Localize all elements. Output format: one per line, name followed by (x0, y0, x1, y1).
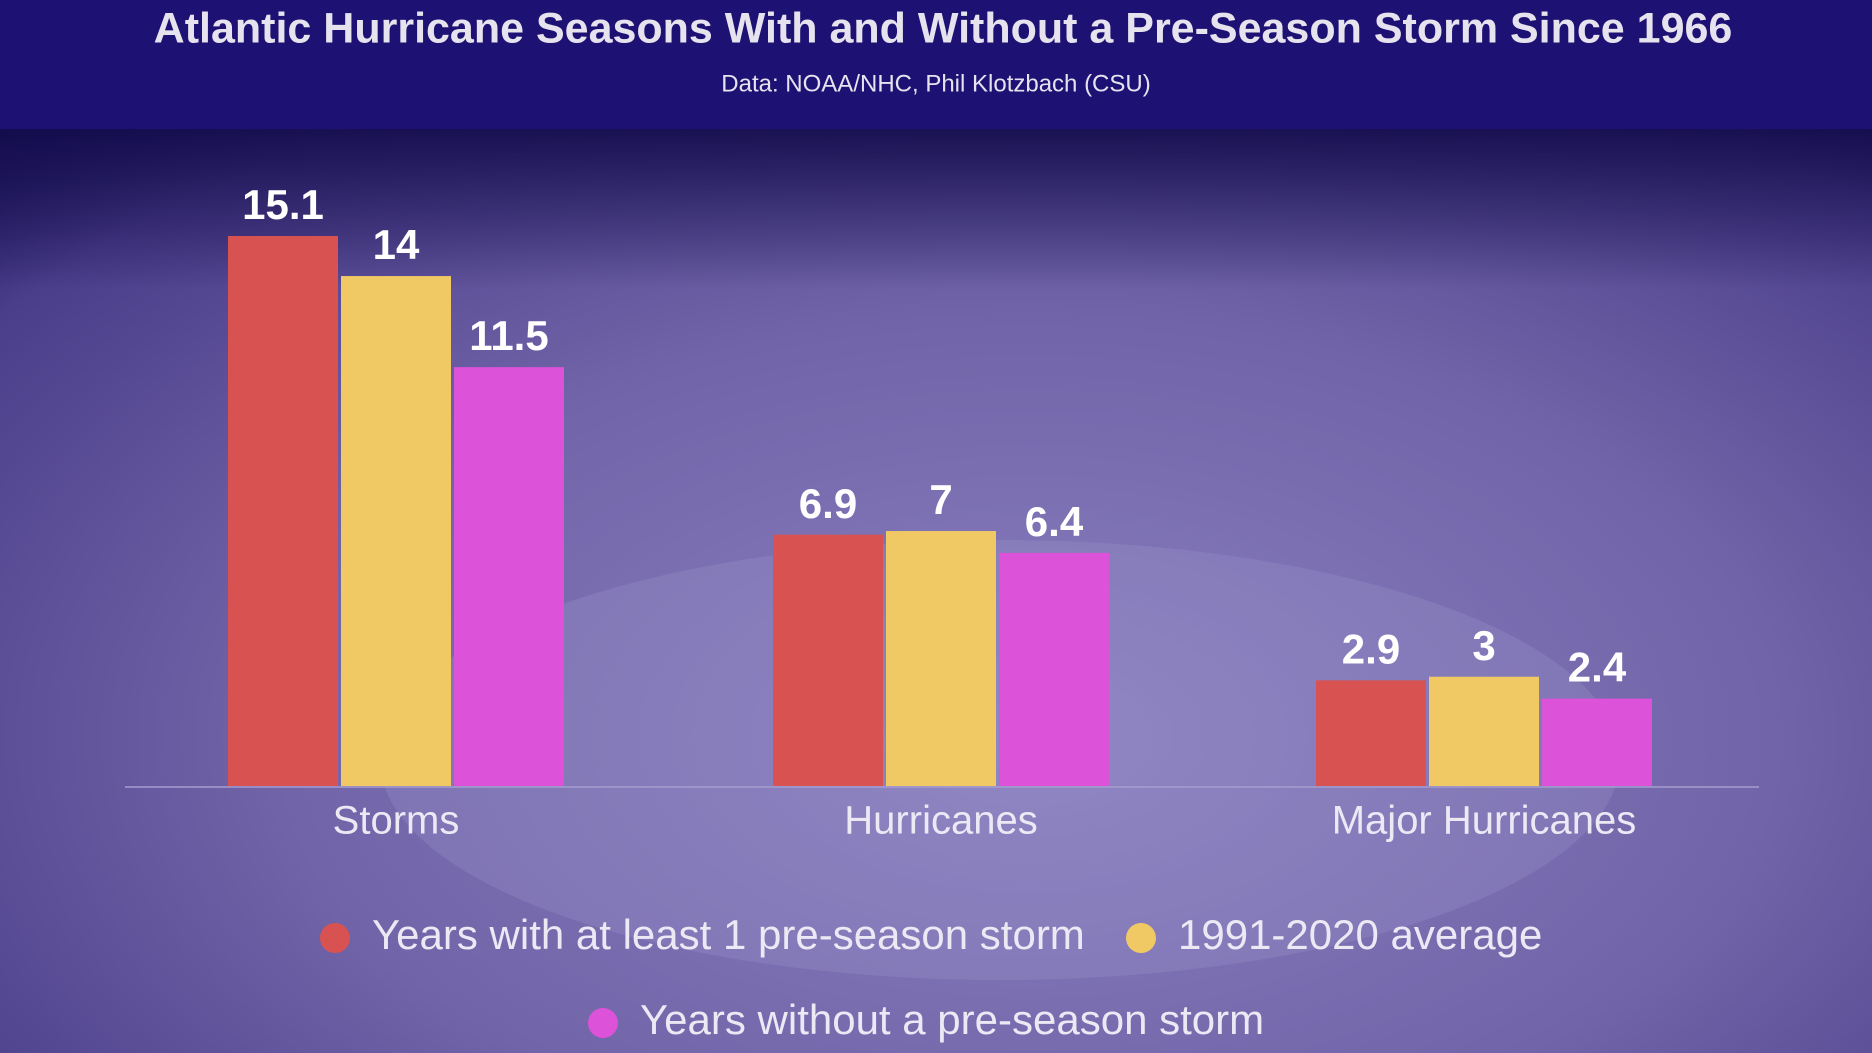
legend-label: 1991-2020 average (1178, 911, 1542, 958)
value-label: 6.4 (1025, 498, 1084, 545)
bar (773, 534, 883, 786)
value-label: 3 (1472, 622, 1495, 669)
value-label: 11.5 (469, 312, 548, 359)
value-label: 14 (373, 221, 420, 268)
value-label: 6.9 (799, 480, 857, 527)
value-label: 2.9 (1342, 625, 1400, 672)
x-tick-label: Hurricanes (844, 799, 1037, 843)
x-tick-label: Major Hurricanes (1332, 799, 1637, 843)
chart-subtitle: Data: NOAA/NHC, Phil Klotzbach (CSU) (721, 70, 1150, 97)
legend-marker (1126, 923, 1156, 953)
legend-label: Years with at least 1 pre-season storm (372, 911, 1085, 958)
bar (999, 552, 1109, 786)
value-label: 2.4 (1568, 644, 1627, 691)
legend-marker (588, 1008, 618, 1038)
chart-title: Atlantic Hurricane Seasons With and With… (154, 4, 1733, 52)
bar (1542, 698, 1652, 786)
legend-label: Years without a pre-season storm (640, 996, 1264, 1043)
header (0, 0, 1872, 129)
bar (1429, 676, 1539, 786)
value-label: 15.1 (242, 181, 324, 228)
legend-marker (320, 923, 350, 953)
bar (1316, 680, 1426, 786)
x-tick-label: Storms (333, 799, 460, 843)
bar (886, 531, 996, 786)
value-label: 7 (929, 476, 952, 523)
bar (228, 236, 338, 786)
bar (341, 276, 451, 786)
bar (454, 367, 564, 786)
